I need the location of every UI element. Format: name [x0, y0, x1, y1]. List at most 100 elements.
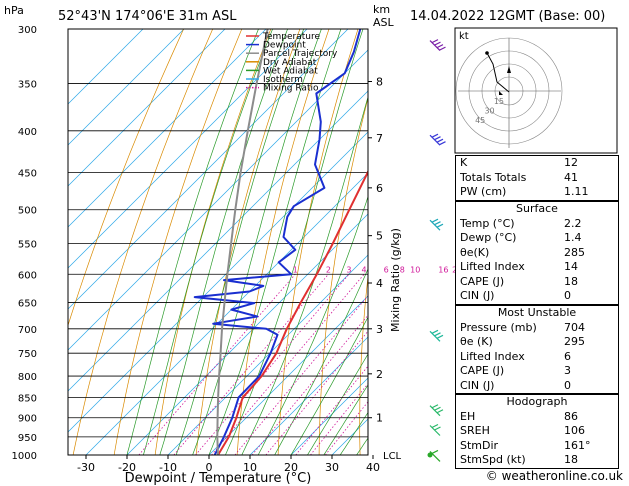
wind-barb-staff: [429, 451, 441, 462]
row-label: Temp (°C): [460, 216, 515, 230]
wind-barb-staff: [429, 425, 441, 436]
legend-label: Dry Adiabat: [263, 58, 317, 68]
mixing-ratio-line: [173, 274, 329, 455]
surface-row: CIN (J) 0: [456, 289, 618, 304]
pressure-tick-label: 750: [18, 349, 37, 360]
index-label: Totals Totals: [460, 170, 527, 184]
hodo-row: StmDir 161°: [456, 439, 618, 454]
row-label: SREH: [460, 424, 490, 437]
km-unit-label: km: [373, 3, 390, 16]
date-label: 14.04.2022 12GMT (Base: 00): [410, 9, 605, 24]
wind-barb-staff: [429, 219, 441, 231]
pressure-tick-label: 700: [18, 325, 37, 336]
surface-row: Lifted Index 14: [456, 260, 618, 275]
isotherm-line: [68, 29, 267, 228]
isotherm-line: [85, 172, 368, 455]
legend-label: Dewpoint: [263, 41, 306, 51]
mixing-ratio-label: 1: [293, 265, 298, 274]
wind-barb-flag: [436, 138, 444, 143]
pressure-tick-label: 350: [18, 80, 37, 91]
row-label: Pressure (mb): [460, 320, 537, 334]
wind-barb-flag: [431, 218, 439, 223]
isotherm-line: [290, 377, 368, 455]
row-value: 161°: [564, 438, 591, 452]
wind-barb-flag: [431, 329, 439, 334]
row-value: 14: [564, 260, 578, 273]
row-value: 0: [564, 289, 571, 302]
row-value: 704: [564, 320, 585, 334]
hodograph-ring-label: 15: [494, 97, 504, 106]
temperature-tick-label: 10: [243, 461, 257, 474]
surface-row: CAPE (J) 18: [456, 275, 618, 290]
km-tick-label: 4: [376, 277, 383, 290]
wind-barb-flag: [434, 332, 441, 337]
mixing-ratio-line: [234, 295, 368, 455]
x-axis-title: Dewpoint / Temperature (°C): [125, 471, 312, 486]
wind-barb-flag: [434, 221, 441, 226]
isotherm-line: [68, 29, 185, 146]
hodograph-marker-icon: [499, 91, 503, 95]
unstable-row: θe (K) 295: [456, 335, 618, 350]
pressure-tick-label: 300: [18, 25, 37, 36]
unstable-row: Pressure (mb) 704: [456, 321, 618, 336]
hodograph-params-panel: Hodograph EH 86 SREH 106 StmDir 161° StmSpd…: [455, 394, 619, 469]
mixing-ratio-label: 3: [346, 265, 351, 274]
legend-label: Temperature: [262, 32, 320, 42]
row-value: 106: [564, 424, 585, 437]
surface-wind-marker: [427, 452, 433, 458]
pressure-tick-label: 900: [18, 414, 37, 425]
row-label: CAPE (J): [460, 274, 505, 288]
index-label: K: [460, 156, 468, 169]
index-value: 12: [564, 156, 578, 169]
temperature-tick-label: -30: [77, 461, 95, 474]
dry-adiabat-line: [399, 29, 445, 455]
legend-label: Isotherm: [263, 75, 303, 85]
km-tick-label: 6: [376, 182, 383, 195]
temperature-line: [217, 169, 368, 455]
mixing-ratio-label: 2: [326, 265, 331, 274]
temperature-axis: -30 -20 -10 0 10 20 30 40: [77, 455, 380, 474]
asl-unit-label: ASL: [373, 16, 395, 29]
unstable-row: CIN (J) 0: [456, 379, 618, 394]
isotherm-line: [68, 29, 349, 310]
surface-row: θe(K) 285: [456, 246, 618, 261]
hodograph-trace-end: [485, 51, 489, 55]
wind-barb-flag: [439, 46, 446, 51]
mixing-ratio-axis-title: Mixing Ratio (g/kg): [389, 228, 402, 332]
surface-row: Dewp (°C) 1.4: [456, 231, 618, 246]
surface-row: Temp (°C) 2.2: [456, 217, 618, 232]
wet-adiabat-line: [323, 384, 368, 455]
row-value: 3: [564, 364, 571, 377]
km-tick-label: 2: [376, 368, 383, 381]
pressure-tick-label: 1000: [12, 451, 37, 462]
km-axis: 1 2 3 4 5 6 7 8 LCL: [368, 76, 402, 462]
km-tick-label: 5: [376, 230, 383, 243]
index-label: PW (cm): [460, 185, 507, 198]
temperature-tick-label: 0: [206, 461, 213, 474]
row-label: EH: [460, 409, 476, 423]
wind-barb-flag: [436, 334, 444, 339]
mixing-ratio-label: 4: [362, 265, 367, 274]
isotherm-line: [208, 295, 368, 455]
row-label: StmSpd (kt): [460, 453, 526, 466]
wind-barb-staff: [429, 330, 441, 342]
dry-adiabat-line: [154, 29, 272, 455]
unstable-row: CAPE (J) 3: [456, 364, 618, 379]
row-label: StmDir: [460, 438, 499, 452]
row-value: 285: [564, 245, 585, 259]
hodograph-ring-label: 45: [475, 116, 485, 125]
wind-barb-flag: [436, 223, 444, 228]
isotherm-line: [68, 131, 368, 433]
most-unstable-panel: Most Unstable Pressure (mb) 704 θe (K) 295…: [455, 305, 619, 394]
hodo-row: SREH 106: [456, 424, 618, 439]
isotherm-line: [68, 29, 226, 187]
temperature-tick-label: 40: [366, 461, 380, 474]
row-label: Lifted Index: [460, 349, 525, 363]
row-value: 6: [564, 349, 571, 363]
pressure-tick-label: 800: [18, 372, 37, 383]
wind-barb-staff: [429, 40, 441, 52]
temperature-tick-label: 30: [325, 461, 339, 474]
surface-title: Surface: [516, 202, 558, 215]
row-label: θe (K): [460, 335, 493, 348]
